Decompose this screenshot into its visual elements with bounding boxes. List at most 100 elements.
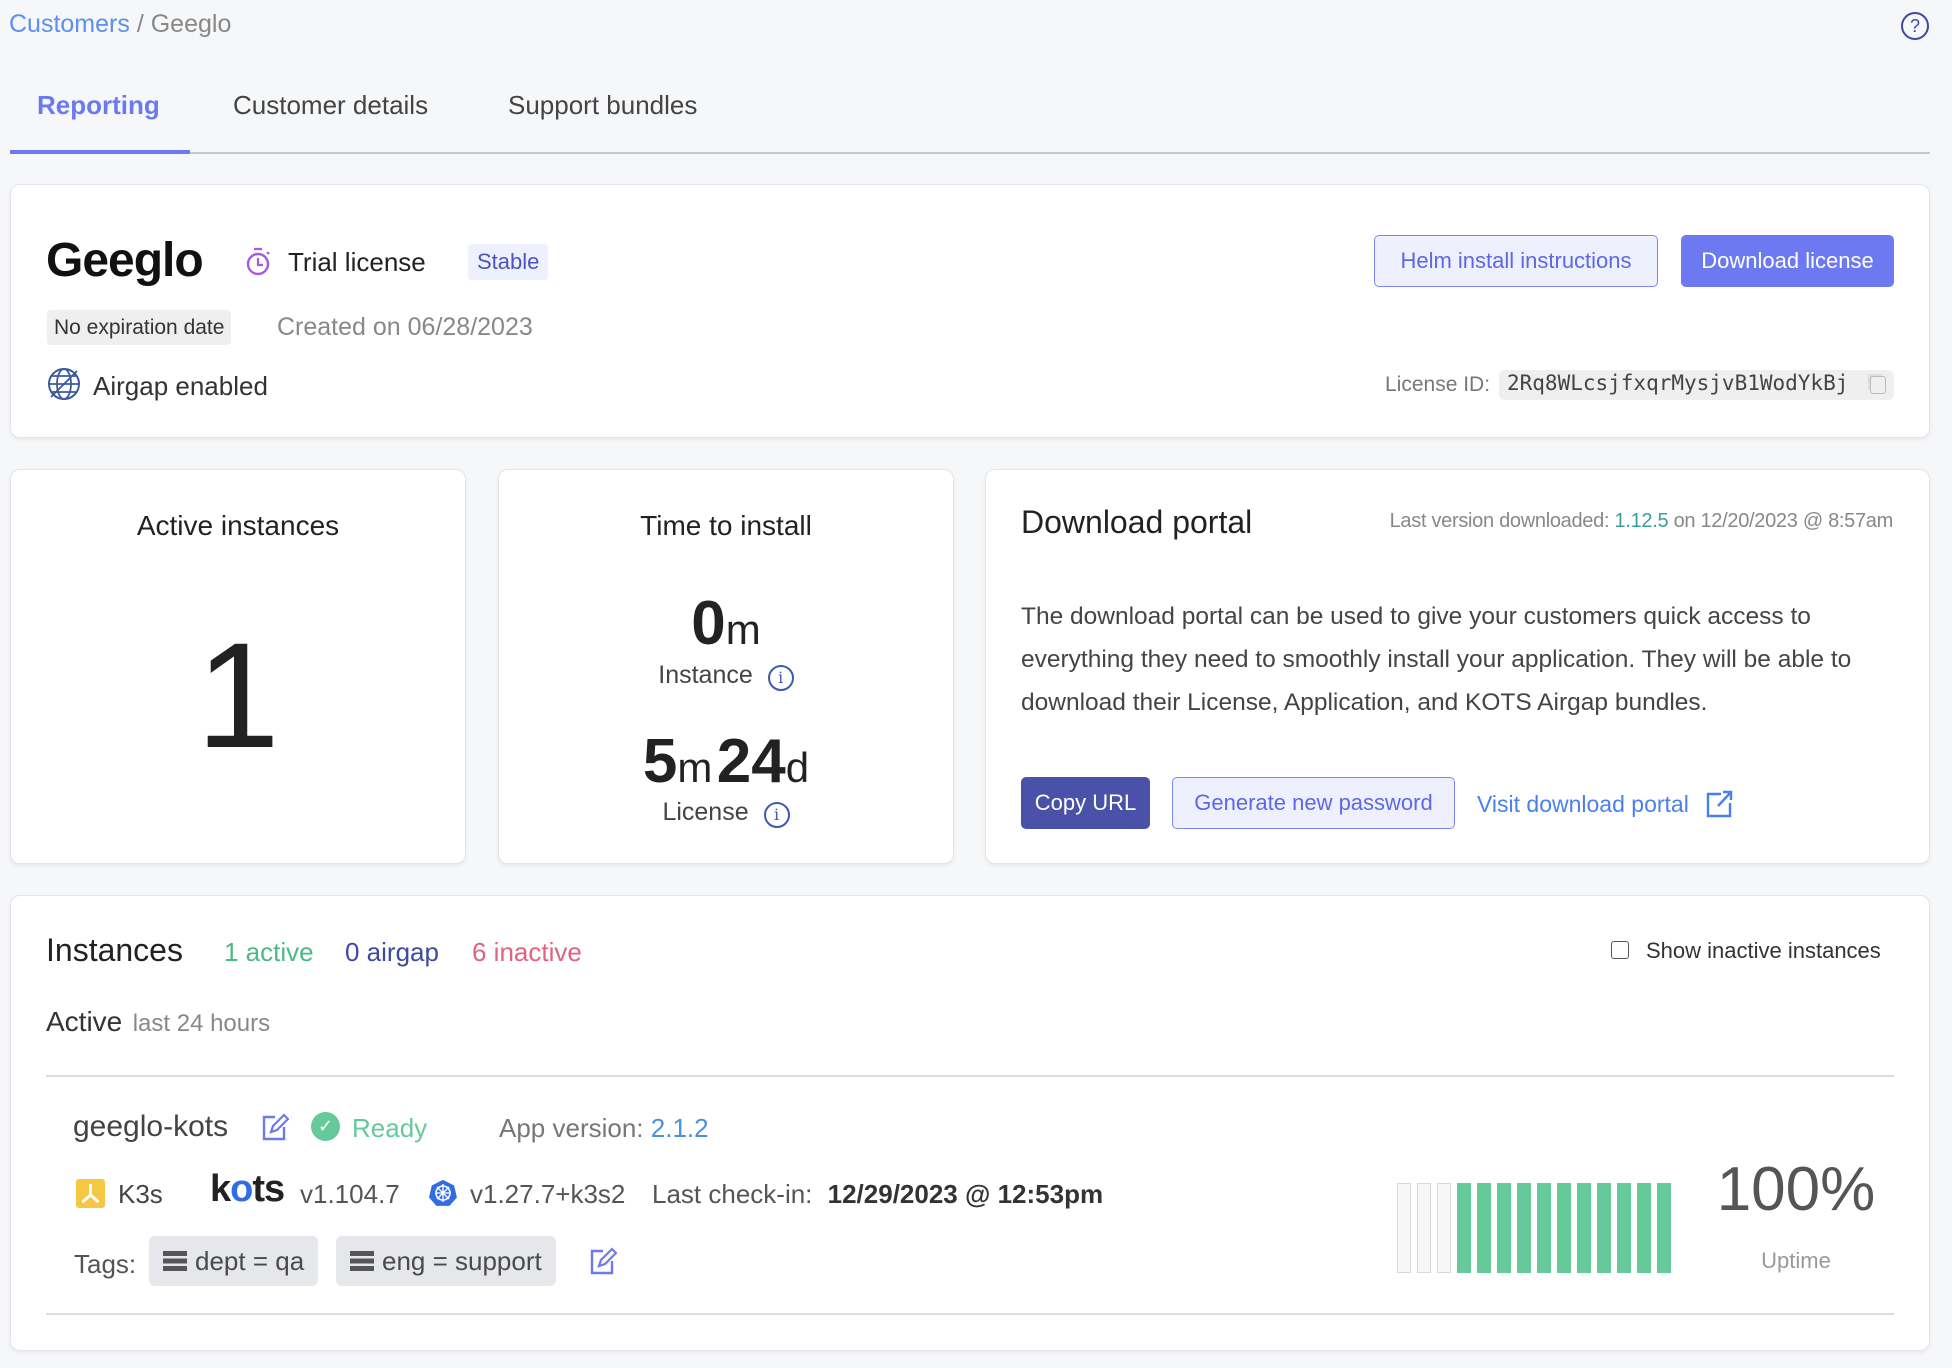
show-inactive-checkbox[interactable] bbox=[1611, 941, 1629, 959]
license-time-value-1: 5 bbox=[642, 727, 678, 796]
uptime-bar-up bbox=[1617, 1183, 1631, 1273]
k3s-icon bbox=[76, 1179, 105, 1208]
instances-title: Instances bbox=[46, 932, 183, 968]
kubernetes-icon bbox=[429, 1178, 457, 1208]
last-checkin-value: 12/29/2023 @ 12:53pm bbox=[827, 1179, 1104, 1209]
license-id-value: 2Rq8WLcsjfxqrMysjvB1WodYkBj bbox=[1507, 371, 1849, 395]
airgap-count[interactable]: 0 airgap bbox=[345, 937, 439, 967]
edit-tags-icon[interactable] bbox=[589, 1246, 617, 1276]
tabs-divider bbox=[10, 152, 1930, 154]
airgap-status: Airgap enabled bbox=[93, 371, 268, 401]
channel-badge: Stable bbox=[468, 244, 549, 280]
tag-chip[interactable]: eng = support bbox=[336, 1236, 556, 1286]
license-id-label: License ID: bbox=[1385, 373, 1491, 396]
uptime-bar-up bbox=[1597, 1183, 1611, 1273]
last-version-date: on 12/20/2023 @ 8:57am bbox=[1673, 510, 1894, 532]
customer-name: Geeglo bbox=[46, 234, 204, 287]
active-label: Active bbox=[46, 1006, 123, 1037]
instance-name: geeglo-kots bbox=[73, 1110, 229, 1143]
uptime-bar-up bbox=[1657, 1183, 1671, 1273]
active-instances-card: Active instances 1 bbox=[10, 469, 466, 864]
visit-download-portal-label: Visit download portal bbox=[1477, 790, 1689, 817]
license-time-value-2: 24 bbox=[716, 727, 786, 796]
uptime-bar-up bbox=[1457, 1183, 1471, 1273]
instance-time-unit: m bbox=[725, 606, 761, 653]
download-portal-title: Download portal bbox=[1021, 504, 1253, 540]
kots-logo-text: kots bbox=[210, 1168, 285, 1210]
tab-reporting[interactable]: Reporting bbox=[37, 90, 160, 120]
copy-icon[interactable] bbox=[1870, 376, 1886, 394]
uptime-label: Uptime bbox=[1761, 1248, 1831, 1273]
breadcrumb-customers-link[interactable]: Customers bbox=[9, 10, 130, 38]
uptime-percent: 100% bbox=[1716, 1155, 1876, 1224]
info-icon[interactable]: i bbox=[767, 665, 794, 691]
download-license-button[interactable]: Download license bbox=[1681, 235, 1894, 287]
copy-url-button[interactable]: Copy URL bbox=[1021, 777, 1150, 829]
instance-label-text: Instance bbox=[658, 661, 753, 689]
instance-status: Ready bbox=[352, 1113, 428, 1143]
ready-check-icon: ✓ bbox=[311, 1112, 340, 1141]
app-version: App version: 2.1.2 bbox=[499, 1113, 709, 1144]
tab-customer-details[interactable]: Customer details bbox=[233, 90, 429, 120]
uptime-bar-none bbox=[1417, 1183, 1431, 1273]
uptime-bar-up bbox=[1477, 1183, 1491, 1273]
generate-password-button[interactable]: Generate new password bbox=[1172, 777, 1455, 829]
tag-text: dept = qa bbox=[195, 1245, 305, 1276]
breadcrumb: Customers / Geeglo bbox=[9, 10, 231, 39]
uptime-bar-up bbox=[1537, 1183, 1551, 1273]
uptime-bar-up bbox=[1497, 1183, 1511, 1273]
uptime-bar-none bbox=[1397, 1183, 1411, 1273]
stopwatch-icon bbox=[245, 247, 271, 276]
instances-divider-bottom bbox=[46, 1313, 1894, 1315]
instance-time-value: 0 bbox=[691, 589, 726, 658]
uptime-bars bbox=[1397, 1183, 1671, 1273]
k8s-version: v1.27.7+k3s2 bbox=[470, 1179, 626, 1209]
license-type: Trial license bbox=[288, 247, 426, 277]
license-time: 5m 24d bbox=[499, 726, 953, 797]
app-version-label: App version: bbox=[499, 1113, 644, 1143]
breadcrumb-separator: / bbox=[136, 10, 144, 38]
inactive-count[interactable]: 6 inactive bbox=[472, 937, 582, 967]
active-timeframe: last 24 hours bbox=[132, 1010, 271, 1037]
tab-support-bundles[interactable]: Support bundles bbox=[508, 90, 698, 120]
time-to-install-card: Time to install 0m Instance i 5m 24d Lic… bbox=[498, 469, 954, 864]
uptime-bar-up bbox=[1557, 1183, 1571, 1273]
customer-header-card: Geeglo Trial license Stable No expiratio… bbox=[10, 184, 1930, 438]
instance-time: 0m bbox=[499, 588, 953, 659]
globe-airgap-icon bbox=[47, 367, 81, 401]
active-section-label: Active last 24 hours bbox=[46, 1006, 270, 1038]
uptime-bar-none bbox=[1437, 1183, 1451, 1273]
instance-label: Instance i bbox=[499, 661, 953, 691]
license-id-box: 2Rq8WLcsjfxqrMysjvB1WodYkBj bbox=[1499, 370, 1894, 400]
last-checkin-label: Last check-in: bbox=[652, 1179, 813, 1209]
time-to-install-title: Time to install bbox=[640, 510, 812, 541]
created-date: Created on 06/28/2023 bbox=[277, 313, 533, 341]
visit-download-portal-link[interactable]: Visit download portal bbox=[1477, 789, 1733, 819]
last-version-label: Last version downloaded: bbox=[1389, 510, 1610, 532]
external-link-icon bbox=[1706, 790, 1733, 818]
license-label-text: License bbox=[662, 798, 749, 826]
license-label: License i bbox=[499, 798, 953, 828]
instances-divider-top bbox=[46, 1075, 1894, 1077]
active-count[interactable]: 1 active bbox=[224, 937, 314, 967]
download-portal-card: Download portal Last version downloaded:… bbox=[985, 469, 1930, 864]
app-version-value: 2.1.2 bbox=[650, 1113, 709, 1143]
uptime-bar-up bbox=[1517, 1183, 1531, 1273]
kots-logo: kots bbox=[210, 1168, 285, 1211]
license-time-unit-1: m bbox=[677, 744, 713, 791]
license-time-unit-2: d bbox=[785, 744, 810, 791]
help-icon[interactable]: ? bbox=[1901, 12, 1929, 40]
active-tab-indicator bbox=[10, 150, 190, 154]
active-instances-value: 1 bbox=[196, 611, 280, 779]
tag-icon bbox=[163, 1251, 187, 1271]
helm-install-button[interactable]: Helm install instructions bbox=[1374, 235, 1658, 287]
show-inactive-label[interactable]: Show inactive instances bbox=[1646, 938, 1881, 963]
tag-chip[interactable]: dept = qa bbox=[149, 1236, 319, 1286]
breadcrumb-current: Geeglo bbox=[150, 10, 232, 38]
info-icon[interactable]: i bbox=[763, 802, 790, 828]
instances-card: Instances 1 active 0 airgap 6 inactive S… bbox=[10, 895, 1930, 1351]
last-version-value: 1.12.5 bbox=[1614, 510, 1669, 532]
uptime-bar-up bbox=[1577, 1183, 1591, 1273]
uptime-bar-up bbox=[1637, 1183, 1651, 1273]
edit-name-icon[interactable] bbox=[261, 1112, 289, 1142]
